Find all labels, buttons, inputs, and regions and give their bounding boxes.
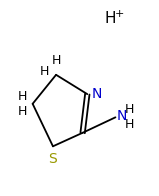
Text: H: H <box>17 90 27 103</box>
Text: H: H <box>17 105 27 118</box>
Text: N: N <box>91 87 102 101</box>
Text: H: H <box>52 54 62 67</box>
Text: N: N <box>117 109 127 123</box>
Text: +: + <box>115 9 124 19</box>
Text: H: H <box>124 118 134 131</box>
Text: H: H <box>40 65 49 78</box>
Text: H: H <box>124 103 134 116</box>
Text: H: H <box>105 11 117 26</box>
Text: S: S <box>48 152 57 166</box>
